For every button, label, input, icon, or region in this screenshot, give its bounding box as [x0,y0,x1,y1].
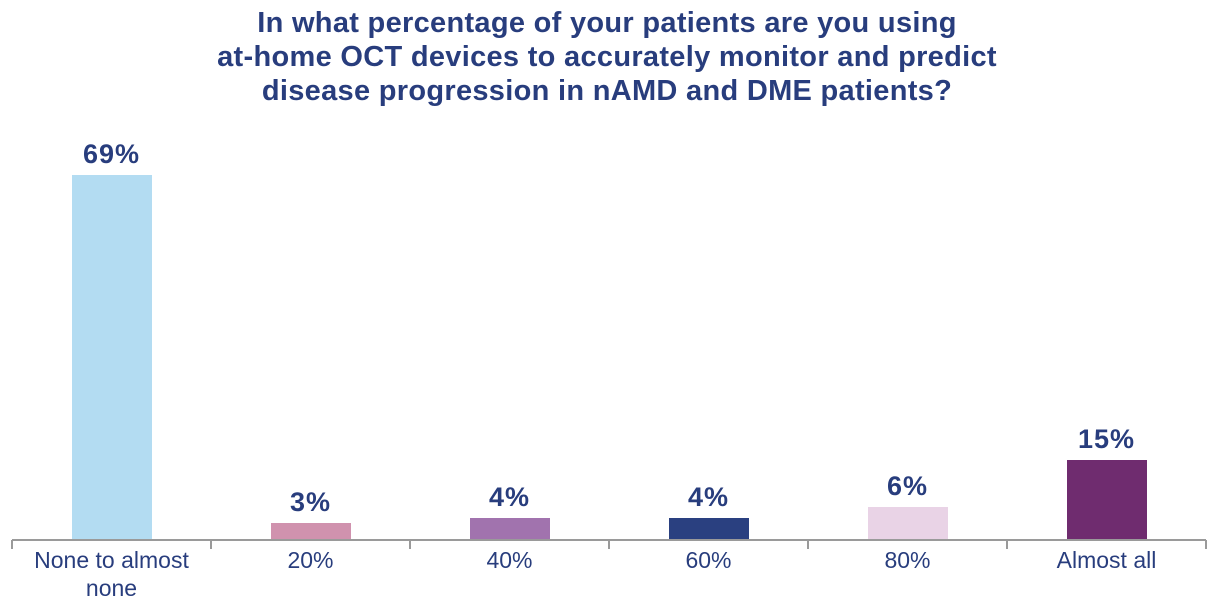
bar [867,507,948,539]
x-axis-label-text: 60% [685,547,732,573]
x-axis-label-text: 40% [486,547,533,573]
bar [1066,459,1147,539]
axis-tick [210,540,212,549]
x-axis-label-text: 80% [884,547,931,573]
bar-column: 4% [410,482,609,539]
axis-tick [1205,540,1207,549]
x-axis-label-text: 20% [287,547,334,573]
bar-value-label: 69% [82,139,141,169]
bar [71,175,152,539]
bar-column: 15% [1007,424,1206,539]
bar [469,517,550,539]
bar-value-label: 4% [488,481,531,512]
x-axis-label: 40% [410,546,609,602]
bar-value-label: 15% [1077,423,1136,454]
bar-value-label: 6% [886,471,929,502]
chart-title-line-3: disease progression in nAMD and DME pati… [261,75,953,107]
bar-column: 4% [609,482,808,539]
axis-tick [409,540,411,549]
bar-column: 69% [12,139,211,539]
bar-value-label: 4% [687,481,730,512]
x-axis-label: 20% [211,546,410,602]
x-axis-ticks [11,540,1207,549]
chart-title-line-1: In what percentage of your patients are … [257,7,957,39]
x-axis-labels: None to almost none 20% 40% 60% 80% Almost al… [12,546,1206,602]
plot-area: 69% 3% 4% 4% 6% 15% None to almost none 20% 40%… [11,0,1207,606]
bar-column: 3% [211,487,410,539]
x-axis-label: Almost all [1007,546,1206,602]
bar-column: 6% [808,471,1007,539]
axis-tick [807,540,809,549]
bar-value-label: 3% [289,487,332,518]
axis-tick [1006,540,1008,549]
chart-title-line-2: at-home OCT devices to accurately monito… [217,41,997,73]
axis-tick [608,540,610,549]
x-axis-label: 80% [808,546,1007,602]
bar-chart: 69% 3% 4% 4% 6% 15% [12,0,1206,539]
x-axis-label-text: None to almost none [34,547,189,601]
x-axis-label: 60% [609,546,808,602]
chart-title: In what percentage of your patients are … [0,6,1214,108]
x-axis-label-text: Almost all [1056,547,1157,573]
bar [270,523,351,539]
x-axis-label: None to almost none [12,546,211,602]
axis-tick [11,540,13,549]
bar [668,517,749,539]
